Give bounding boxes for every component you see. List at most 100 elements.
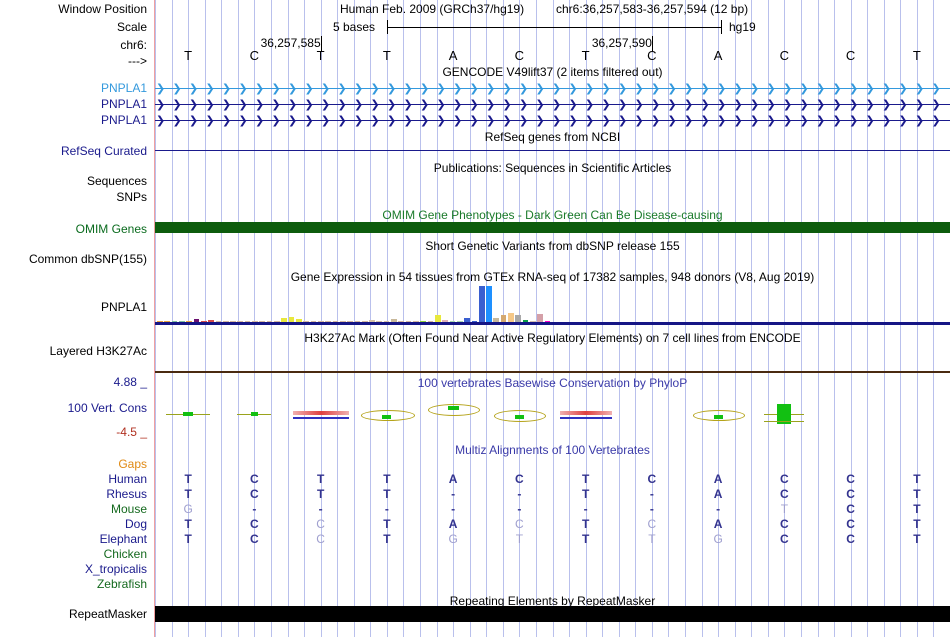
gtex-tissue-bar[interactable] xyxy=(383,320,390,322)
gtex-tissue-bar[interactable] xyxy=(193,318,200,322)
strand-arrow-icon: ❯ xyxy=(304,98,314,111)
refseq-feature-line[interactable] xyxy=(155,150,950,151)
sidebar-item-species-rhesus[interactable]: Rhesus xyxy=(106,487,147,501)
sidebar-item-species-human[interactable]: Human xyxy=(108,472,147,486)
sequence-base: A xyxy=(448,48,458,63)
gtex-tissue-bar[interactable] xyxy=(354,320,361,322)
gtex-tissue-bar[interactable] xyxy=(200,320,207,322)
gtex-tissue-bar[interactable] xyxy=(434,315,441,322)
gencode-transcript-row[interactable]: ❯ ❯ ❯ ❯ ❯ ❯ ❯ ❯ ❯ ❯ ❯ ❯ ❯ ❯ ❯ ❯ ❯ ❯ ❯ ❯ ❯ ❯ ❯ ❯ ❯ ❯ ❯ ❯ ❯ ❯ ❯ ❯ ❯ ❯ ❯ ❯ ❯ ❯ ❯ ❯… xyxy=(155,82,950,95)
browser-data-area[interactable] xyxy=(155,0,950,637)
strand-arrow-icon: ❯ xyxy=(700,82,710,95)
gtex-tissue-bar[interactable] xyxy=(259,320,266,322)
sidebar-item-pnpla1-2[interactable]: PNPLA1 xyxy=(100,97,147,111)
gtex-tissue-bar[interactable] xyxy=(266,320,273,322)
scale-value: 5 bases xyxy=(333,20,376,34)
strand-arrow-icon: ❯ xyxy=(618,98,628,111)
sidebar-item-repeatmasker[interactable]: RepeatMasker xyxy=(68,607,147,621)
gtex-tissue-bar[interactable] xyxy=(471,320,478,322)
gtex-tissue-bar[interactable] xyxy=(537,313,544,322)
gtex-tissue-bar[interactable] xyxy=(164,320,171,322)
sidebar-item-gtex-pnpla1[interactable]: PNPLA1 xyxy=(100,300,147,314)
gtex-tissue-bar[interactable] xyxy=(369,319,375,322)
gtex-tissue-bar[interactable] xyxy=(215,320,222,322)
gtex-tissue-bar[interactable] xyxy=(171,320,178,322)
conservation-base-glyph[interactable] xyxy=(428,400,481,430)
conservation-base-glyph[interactable] xyxy=(693,400,746,430)
gtex-tissue-bar[interactable] xyxy=(508,313,514,322)
gtex-tissue-bar[interactable] xyxy=(413,320,419,322)
gtex-tissue-bar[interactable] xyxy=(544,320,551,322)
conservation-base-glyph[interactable] xyxy=(292,400,349,430)
gtex-tissue-bar[interactable] xyxy=(332,320,339,322)
gtex-tissue-bar[interactable] xyxy=(325,320,331,322)
gtex-tissue-bar[interactable] xyxy=(500,315,507,322)
gtex-tissue-bar[interactable] xyxy=(405,320,412,322)
sidebar-item-snps[interactable]: SNPs xyxy=(116,190,147,204)
gtex-tissue-bar[interactable] xyxy=(456,320,463,322)
conservation-base-glyph[interactable] xyxy=(559,400,612,430)
gtex-tissue-bar[interactable] xyxy=(427,320,434,322)
alignment-base: T xyxy=(184,487,192,501)
gtex-tissue-bar[interactable] xyxy=(391,319,397,322)
gtex-tissue-bar[interactable] xyxy=(303,320,309,322)
gtex-tissue-bar[interactable] xyxy=(317,320,324,322)
sidebar-item-species-x_tropicalis[interactable]: X_tropicalis xyxy=(84,562,147,576)
sidebar-item-sequences[interactable]: Sequences xyxy=(86,174,147,188)
gtex-tissue-bar[interactable] xyxy=(281,318,288,322)
sidebar-item-100-vert-cons[interactable]: 100 Vert. Cons xyxy=(67,401,147,415)
gtex-tissue-bar[interactable] xyxy=(252,320,258,322)
sidebar-item-refseq-curated[interactable]: RefSeq Curated xyxy=(60,144,147,158)
gtex-tissue-bar[interactable] xyxy=(288,316,295,322)
gtex-tissue-bar[interactable] xyxy=(347,320,353,322)
repeatmasker-feature[interactable] xyxy=(155,606,950,622)
sidebar-item-species-mouse[interactable]: Mouse xyxy=(110,502,147,516)
gtex-tissue-bar[interactable] xyxy=(157,320,163,322)
gtex-tissue-bar[interactable] xyxy=(310,320,317,322)
gtex-tissue-bar[interactable] xyxy=(449,320,456,322)
gtex-tissue-bar[interactable] xyxy=(274,320,280,322)
gtex-tissue-bar[interactable] xyxy=(486,286,492,322)
sidebar-item-pnpla1-1[interactable]: PNPLA1 xyxy=(100,81,147,95)
gtex-tissue-bar[interactable] xyxy=(522,320,529,322)
gtex-tissue-bar[interactable] xyxy=(208,319,214,322)
conservation-base-glyph[interactable] xyxy=(764,400,805,430)
conservation-base-glyph[interactable] xyxy=(237,400,272,430)
gtex-tissue-bar[interactable] xyxy=(493,317,500,322)
gtex-tissue-bar[interactable] xyxy=(442,319,448,322)
gtex-tissue-bar[interactable] xyxy=(237,320,244,322)
omim-gene-feature[interactable] xyxy=(155,222,950,233)
sidebar-item-layered-h3k27ac[interactable]: Layered H3K27Ac xyxy=(49,344,147,358)
gtex-tissue-bar[interactable] xyxy=(186,320,192,322)
gtex-tissue-bar[interactable] xyxy=(222,320,229,322)
gtex-tissue-bar[interactable] xyxy=(339,320,346,322)
sidebar-item-gaps[interactable]: Gaps xyxy=(118,457,147,471)
conservation-base-glyph[interactable] xyxy=(360,400,415,430)
gtex-tissue-bar[interactable] xyxy=(244,320,251,322)
gtex-tissue-bar[interactable] xyxy=(361,320,368,322)
gtex-tissue-bar[interactable] xyxy=(464,318,470,322)
sidebar-item-omim-genes[interactable]: OMIM Genes xyxy=(75,222,147,236)
sidebar-item-species-chicken[interactable]: Chicken xyxy=(103,547,147,561)
gtex-tissue-bar[interactable] xyxy=(515,314,522,322)
conservation-negative-bar xyxy=(292,411,349,415)
gtex-tissue-bar[interactable] xyxy=(478,286,485,322)
sidebar-item-species-dog[interactable]: Dog xyxy=(124,517,147,531)
sidebar-item-species-elephant[interactable]: Elephant xyxy=(99,532,147,546)
gtex-tissue-bar[interactable] xyxy=(230,320,236,322)
gtex-tissue-bar[interactable] xyxy=(178,320,185,322)
gtex-tissue-bar[interactable] xyxy=(376,320,383,322)
sidebar-item-pnpla1-3[interactable]: PNPLA1 xyxy=(100,113,147,127)
conservation-base-glyph[interactable] xyxy=(166,400,211,430)
conservation-base-glyph[interactable] xyxy=(494,400,547,430)
gtex-tissue-bar[interactable] xyxy=(530,320,536,322)
gtex-tissue-bar[interactable] xyxy=(420,320,427,322)
sidebar-item-species-zebrafish[interactable]: Zebrafish xyxy=(96,577,147,591)
sidebar-item-common-dbsnp[interactable]: Common dbSNP(155) xyxy=(28,252,147,266)
gtex-tissue-bar[interactable] xyxy=(295,318,302,322)
gtex-tissue-bar[interactable] xyxy=(398,320,405,322)
gencode-transcript-row[interactable]: ❯ ❯ ❯ ❯ ❯ ❯ ❯ ❯ ❯ ❯ ❯ ❯ ❯ ❯ ❯ ❯ ❯ ❯ ❯ ❯ ❯ ❯ ❯ ❯ ❯ ❯ ❯ ❯ ❯ ❯ ❯ ❯ ❯ ❯ ❯ ❯ ❯ ❯ ❯ ❯… xyxy=(155,114,950,127)
gencode-transcript-row[interactable]: ❯ ❯ ❯ ❯ ❯ ❯ ❯ ❯ ❯ ❯ ❯ ❯ ❯ ❯ ❯ ❯ ❯ ❯ ❯ ❯ ❯ ❯ ❯ ❯ ❯ ❯ ❯ ❯ ❯ ❯ ❯ ❯ ❯ ❯ ❯ ❯ ❯ ❯ ❯ ❯… xyxy=(155,98,950,111)
sequence-base: C xyxy=(845,48,856,63)
gtex-expression-chart[interactable] xyxy=(157,286,552,325)
